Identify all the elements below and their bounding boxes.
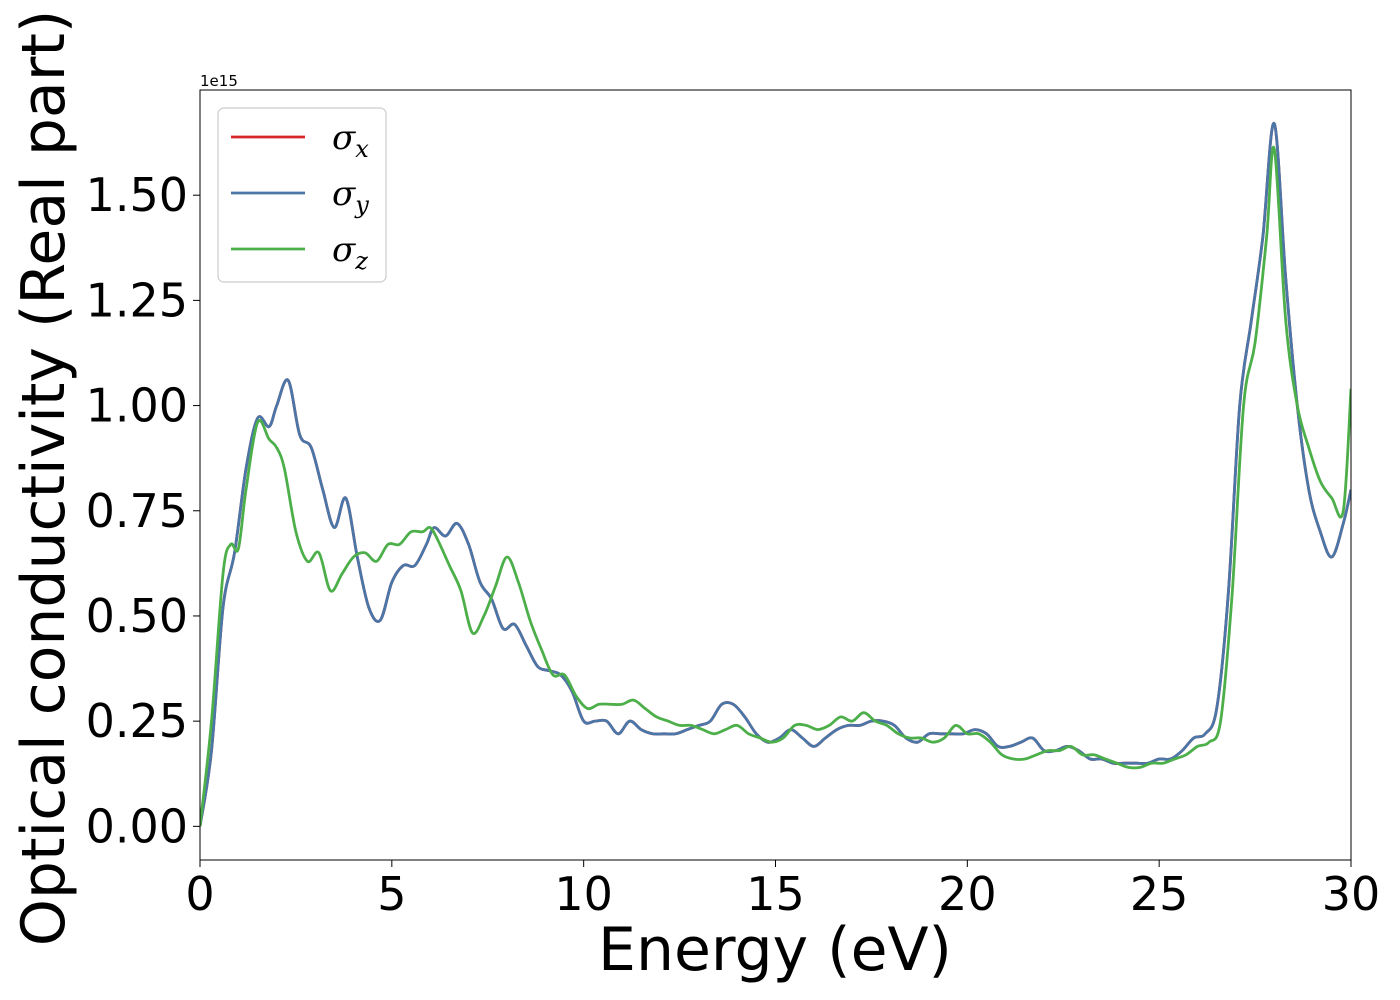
series-layer bbox=[200, 122, 1351, 827]
legend-box bbox=[217, 107, 387, 283]
x-tick-label: 15 bbox=[746, 867, 805, 921]
x-tick-label: 10 bbox=[554, 867, 613, 921]
ticks-layer: 0 5 10 15 20 25 30 0.00 0.25 0.50 0.75 1.00 1.25 1.50 bbox=[86, 168, 1381, 921]
x-tick-label: 30 bbox=[1322, 867, 1381, 921]
y-tick-label: 1.50 bbox=[86, 168, 188, 222]
x-tick-label: 20 bbox=[938, 867, 997, 921]
series-line-sigma-y bbox=[200, 122, 1351, 827]
x-tick-label: 5 bbox=[377, 867, 406, 921]
y-tick-label: 0.25 bbox=[86, 694, 188, 748]
y-axis-label: Optical conductivity (Real part) bbox=[9, 10, 79, 947]
x-axis-label: Energy (eV) bbox=[598, 915, 952, 985]
x-tick-label: 0 bbox=[185, 867, 214, 921]
y-offset-text: 1e15 bbox=[200, 72, 238, 90]
y-tick-label: 1.25 bbox=[86, 273, 188, 327]
y-tick-label: 1.00 bbox=[86, 379, 188, 433]
y-tick-label: 0.75 bbox=[86, 484, 188, 538]
y-tick-label: 0.00 bbox=[86, 799, 188, 853]
x-tick-label: 25 bbox=[1130, 867, 1189, 921]
y-tick-label: 0.50 bbox=[86, 589, 188, 643]
series-line-sigma-z bbox=[200, 145, 1351, 827]
